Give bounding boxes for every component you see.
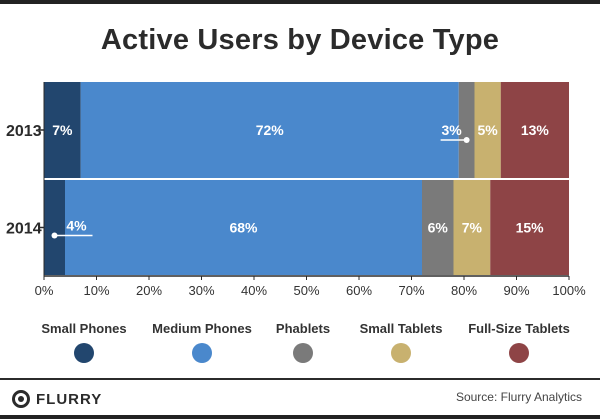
flurry-logo-text: FLURRY [36,390,103,408]
legend-swatch-small-phones [74,343,94,363]
x-tick-label-6: 60% [346,283,372,298]
x-tick-label-0: 0% [35,283,54,298]
labels-layer: 7% 72% 3% 5% 13% 4% 68% 6% 7% 15% [51,122,550,239]
bars-layer [44,82,569,275]
x-tick-label-9: 90% [503,283,529,298]
chart-title: Active Users by Device Type [100,24,500,56]
bar-medium-phones-2014 [65,180,422,275]
legend-layer: Small Phones Medium Phones Phablets Small T… [41,321,570,363]
bar-small-tablets-2013 [474,82,501,178]
axis-layer: 2013 2014 0% 10% 20% 30% 40% 50% 60% 70% 80% 90% 100… [6,82,586,298]
legend-label-medium-phones: Medium Phones [152,321,252,336]
category-label-2014: 2014 [6,221,42,238]
legend-swatch-small-tablets [391,343,411,363]
bar-medium-phones-2013 [80,82,459,178]
x-tick-label-1: 10% [83,283,109,298]
x-tick-label-8: 80% [451,283,477,298]
bar-small-tablets-2014 [453,180,491,275]
x-tick-label-5: 50% [293,283,319,298]
flurry-logo-icon [12,390,30,408]
data-label-small-phones-2014: 4% [66,218,87,234]
top-frame-border [0,0,600,4]
bar-small-phones-2013 [44,82,81,178]
source-credit: Source: Flurry Analytics [455,390,582,404]
x-tick-label-3: 30% [188,283,214,298]
category-label-2013: 2013 [6,123,42,140]
data-label-small-tablets-2014: 7% [462,220,483,236]
flurry-logo: FLURRY [12,388,102,410]
data-label-medium-phones-2013: 72% [256,122,285,138]
legend-label-full-size-tablets: Full-Size Tablets [468,321,570,336]
bottom-frame-border [0,415,600,419]
legend-swatch-medium-phones [192,343,212,363]
callout-dot-2013 [463,137,470,143]
footer-divider [0,378,600,380]
bar-full-size-tablets-2014 [490,180,569,275]
data-label-small-tablets-2013: 5% [478,122,499,138]
x-tick-label-10: 100% [552,283,586,298]
legend-swatch-full-size-tablets [509,343,529,363]
callout-dot-2014 [51,232,58,239]
legend-swatch-phablets [293,343,313,363]
data-label-phablets-2013: 3% [442,122,463,138]
x-tick-label-7: 70% [398,283,424,298]
legend-label-phablets: Phablets [276,321,330,336]
data-label-phablets-2014: 6% [428,220,449,236]
bar-small-phones-2014 [44,180,65,275]
x-tick-label-2: 20% [136,283,162,298]
x-tick-label-4: 40% [241,283,267,298]
bar-full-size-tablets-2013 [500,82,569,178]
data-label-full-size-tablets-2014: 15% [516,220,545,236]
legend-label-small-tablets: Small Tablets [360,321,443,336]
legend-label-small-phones: Small Phones [41,321,126,336]
bar-phablets-2014 [422,180,454,275]
data-label-medium-phones-2014: 68% [229,220,258,236]
bar-phablets-2013 [458,82,475,178]
data-label-small-phones-2013: 7% [52,122,73,138]
data-label-full-size-tablets-2013: 13% [521,122,550,138]
